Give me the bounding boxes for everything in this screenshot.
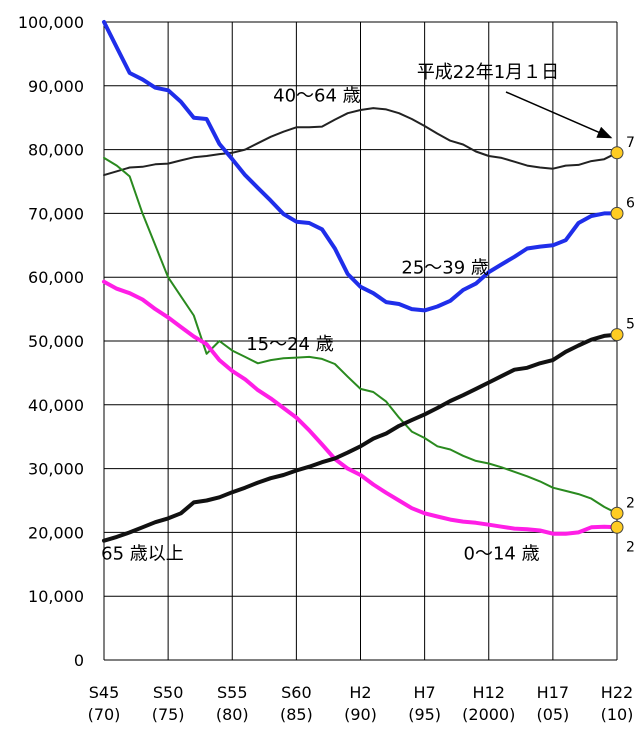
series-line [103, 156, 618, 515]
y-tick-label: 80,000 [28, 141, 84, 160]
y-tick-label: 20,000 [28, 523, 84, 542]
x-tick-sublabel: (10) [601, 705, 634, 724]
annotations: 平成22年1月１日 40～64 歳 25～39 歳 15～24 歳 65 歳以上 0～14… [101, 62, 613, 564]
series-name-label: 25～39 歳 [401, 258, 489, 279]
series-name-label: 40～64 歳 [273, 85, 361, 106]
x-tick-label: H17 [537, 683, 569, 702]
end-marker [610, 520, 624, 534]
series-line [103, 107, 618, 177]
x-tick-label: S45 [89, 683, 120, 702]
y-tick-label: 10,000 [28, 587, 84, 606]
y-tick-label: 90,000 [28, 77, 84, 96]
series-line [102, 332, 619, 543]
series-line [102, 20, 619, 313]
y-tick-label: 60,000 [28, 268, 84, 287]
x-tick-label: H7 [414, 683, 436, 702]
end-marker [610, 506, 624, 520]
x-tick-label: H2 [349, 683, 371, 702]
series-name-label: 0～14 歳 [464, 543, 540, 564]
series-name-label: 65 歳以上 [101, 543, 184, 564]
y-tick-label: 70,000 [28, 204, 84, 223]
x-tick-sublabel: (2000) [462, 705, 515, 724]
x-tick-sublabel: (85) [280, 705, 313, 724]
y-tick-label: 30,000 [28, 460, 84, 479]
date-annotation: 平成22年1月１日 [417, 62, 559, 83]
y-tick-label: 0 [74, 651, 84, 670]
grid-lines [103, 21, 618, 661]
x-tick-label: S60 [281, 683, 312, 702]
y-tick-label: 50,000 [28, 332, 84, 351]
x-tick-sublabel: (95) [408, 705, 441, 724]
end-marker-label: 2 [626, 495, 635, 511]
x-tick-sublabel: (70) [88, 705, 121, 724]
series-line [102, 279, 619, 536]
x-axis: S45 (70) S50 (75) S55 (80) S60 (85) H2 (90) H7 (95)… [88, 683, 634, 724]
end-marker [610, 206, 624, 220]
end-marker [610, 146, 624, 160]
end-marker-label: 6 [626, 195, 635, 211]
annotation-arrow [505, 91, 613, 139]
x-tick-label: S55 [217, 683, 248, 702]
end-marker-label: 7 [626, 135, 635, 151]
series-lines [102, 20, 619, 543]
end-marker-label: 2 [626, 539, 635, 555]
end-markers: 7 6 5 2 2 [610, 135, 635, 555]
y-tick-label: 100,000 [18, 13, 84, 32]
x-tick-label: H22 [601, 683, 633, 702]
end-marker [610, 328, 624, 342]
series-name-label: 15～24 歳 [246, 334, 334, 355]
y-axis: 0 10,000 20,000 30,000 40,000 50,000 60,000 70,… [18, 13, 84, 670]
x-tick-sublabel: (05) [536, 705, 569, 724]
x-tick-sublabel: (90) [344, 705, 377, 724]
x-tick-sublabel: (75) [152, 705, 185, 724]
y-tick-label: 40,000 [28, 396, 84, 415]
x-tick-sublabel: (80) [216, 705, 249, 724]
x-tick-label: H12 [473, 683, 505, 702]
end-marker-label: 5 [626, 317, 635, 333]
x-tick-label: S50 [153, 683, 184, 702]
